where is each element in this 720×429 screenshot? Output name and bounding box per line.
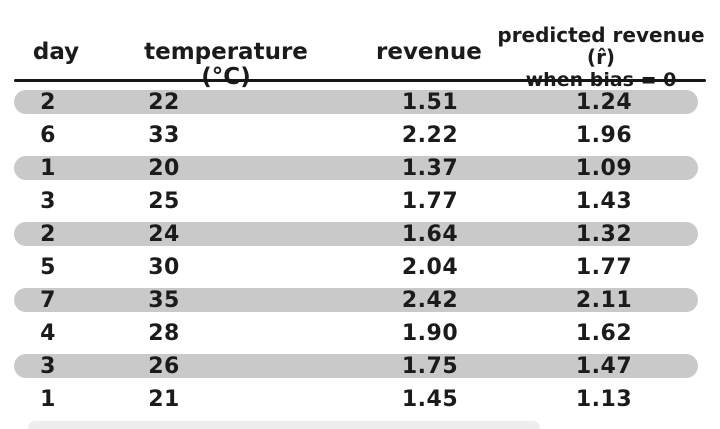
- column-header-revenue: revenue: [376, 39, 482, 65]
- row-highlight-pill: [14, 156, 698, 180]
- cell-temperature: 33: [148, 123, 180, 148]
- cell-temperature: 35: [148, 288, 180, 313]
- cell-predicted-revenue: 1.32: [575, 222, 633, 247]
- cell-day: 3: [40, 354, 56, 379]
- row-highlight-pill: [14, 288, 698, 312]
- column-header-day: day: [32, 39, 80, 65]
- cell-revenue: 1.77: [401, 189, 459, 214]
- table-row: 7 35 2.42 2.11: [0, 284, 720, 317]
- table-row: 3 25 1.77 1.43: [0, 185, 720, 218]
- table-row: 1 21 1.45 1.13: [0, 383, 720, 416]
- table-row: 6 33 2.22 1.96: [0, 119, 720, 152]
- cell-revenue: 2.22: [401, 123, 459, 148]
- cell-day: 6: [40, 123, 56, 148]
- cell-day: 5: [40, 255, 56, 280]
- cell-revenue: 1.37: [401, 156, 459, 181]
- cell-predicted-revenue: 1.13: [575, 387, 633, 412]
- cell-temperature: 25: [148, 189, 180, 214]
- cell-revenue: 1.45: [401, 387, 459, 412]
- cell-revenue: 1.64: [401, 222, 459, 247]
- row-highlight-pill: [14, 222, 698, 246]
- cell-day: 2: [40, 90, 56, 115]
- cell-temperature: 24: [148, 222, 180, 247]
- cell-predicted-revenue: 1.43: [575, 189, 633, 214]
- cell-temperature: 30: [148, 255, 180, 280]
- cutoff-row-highlight: [28, 421, 540, 429]
- column-header-predicted-revenue-line1: predicted revenue (r̂): [497, 23, 705, 69]
- cell-day: 4: [40, 321, 56, 346]
- cell-temperature: 20: [148, 156, 180, 181]
- cell-revenue: 2.42: [401, 288, 459, 313]
- cell-predicted-revenue: 1.24: [575, 90, 633, 115]
- cell-revenue: 1.90: [401, 321, 459, 346]
- row-highlight-pill: [14, 90, 698, 114]
- cell-temperature: 21: [148, 387, 180, 412]
- table-row: 4 28 1.90 1.62: [0, 317, 720, 350]
- cell-temperature: 28: [148, 321, 180, 346]
- table-row: 3 26 1.75 1.47: [0, 350, 720, 383]
- table-row: 2 22 1.51 1.24: [0, 86, 720, 119]
- column-header-temperature: temperature (°C): [144, 39, 308, 91]
- table-row: 1 20 1.37 1.09: [0, 152, 720, 185]
- cell-revenue: 1.51: [401, 90, 459, 115]
- cell-day: 2: [40, 222, 56, 247]
- table-row: 2 24 1.64 1.32: [0, 218, 720, 251]
- cell-day: 1: [40, 387, 56, 412]
- header-divider-line: [14, 79, 706, 82]
- table-row: 5 30 2.04 1.77: [0, 251, 720, 284]
- cell-predicted-revenue: 1.47: [575, 354, 633, 379]
- cell-predicted-revenue: 1.96: [575, 123, 633, 148]
- cell-day: 3: [40, 189, 56, 214]
- cell-day: 7: [40, 288, 56, 313]
- cell-predicted-revenue: 1.62: [575, 321, 633, 346]
- row-highlight-pill: [14, 354, 698, 378]
- cell-revenue: 2.04: [401, 255, 459, 280]
- cell-temperature: 22: [148, 90, 180, 115]
- cell-day: 1: [40, 156, 56, 181]
- table-body: 2 22 1.51 1.24 6 33 2.22 1.96 1 20 1.37 1.09 3 25 1.77…: [0, 86, 720, 416]
- cell-predicted-revenue: 1.09: [575, 156, 633, 181]
- cell-revenue: 1.75: [401, 354, 459, 379]
- cell-predicted-revenue: 2.11: [575, 288, 633, 313]
- cell-temperature: 26: [148, 354, 180, 379]
- cell-predicted-revenue: 1.77: [575, 255, 633, 280]
